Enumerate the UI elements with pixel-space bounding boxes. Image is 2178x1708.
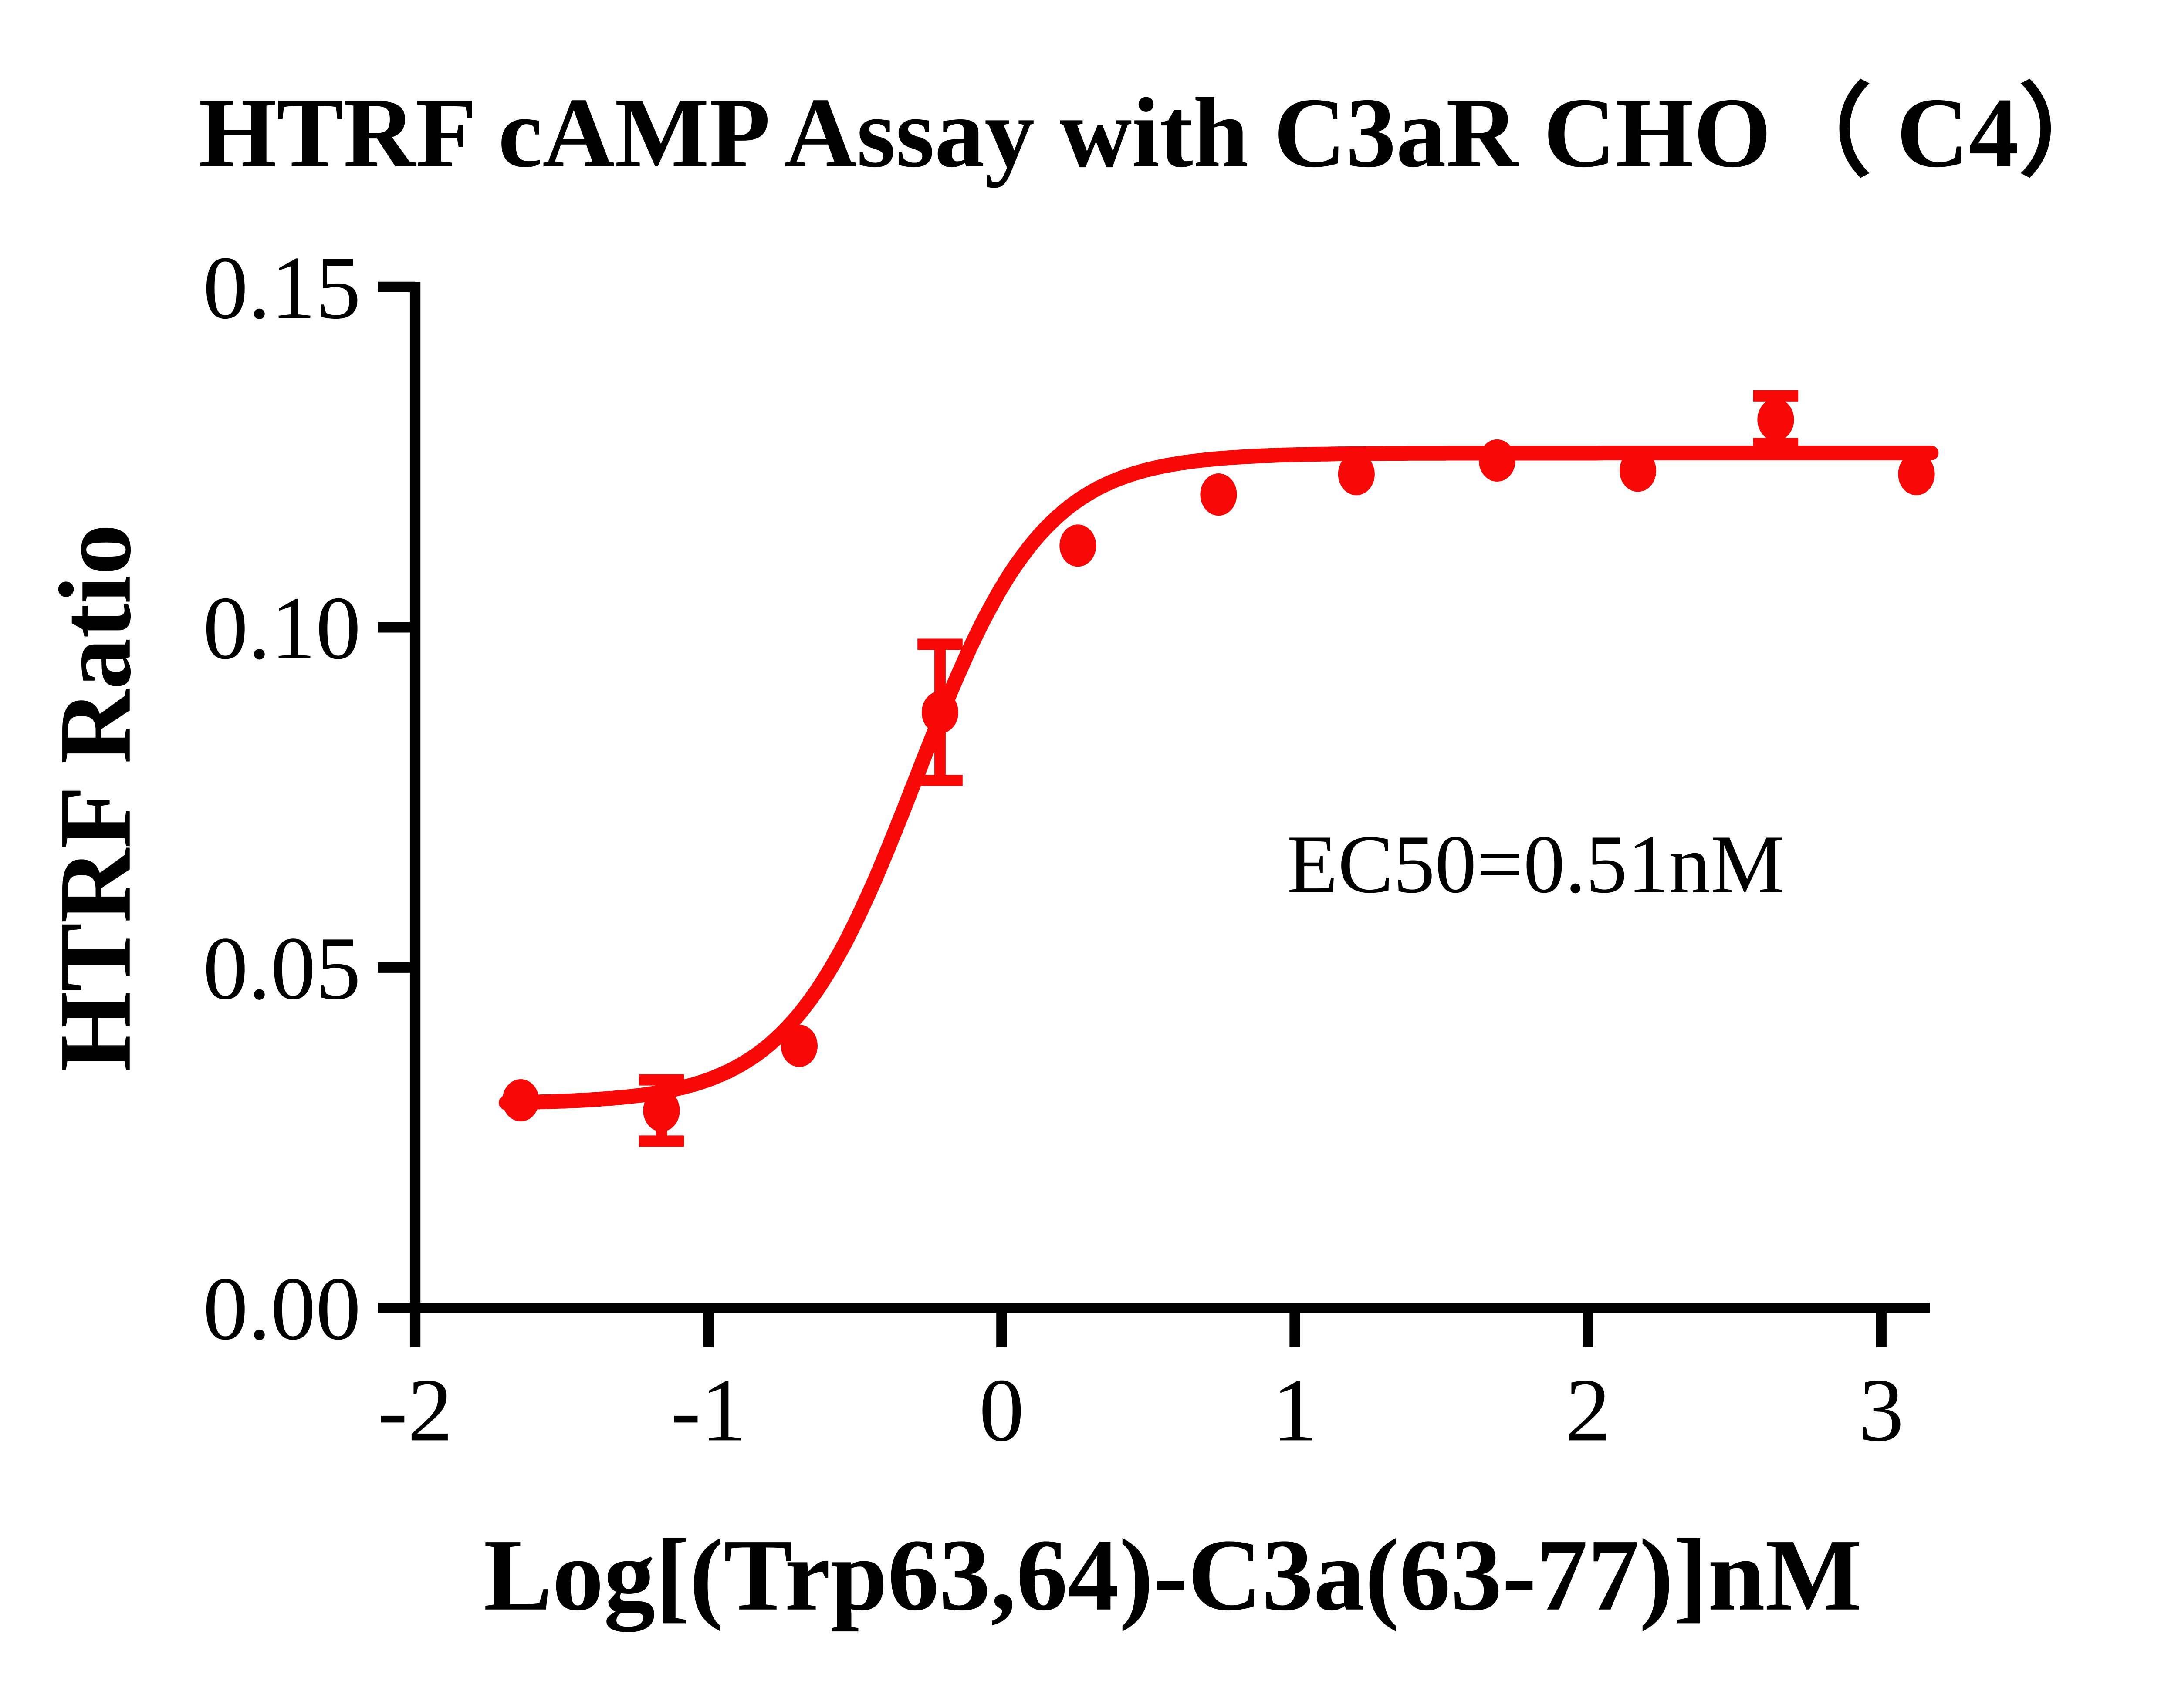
x-axis-title: Log[(Trp63,64)-C3a(63-77)]nM (484, 1518, 1862, 1632)
x-tick-label: 2 (1566, 1360, 1611, 1460)
y-tick-label: 0.15 (203, 237, 361, 338)
ec50-annotation: EC50=0.51nM (1287, 819, 1785, 911)
dose-response-figure: HTRF cAMP Assay with C3aR CHO（ C4） HTRF … (38, 77, 2119, 1632)
data-point-marker (1478, 439, 1516, 482)
data-point-marker (502, 1079, 539, 1122)
data-point-marker (1200, 473, 1237, 516)
data-point-marker (921, 691, 959, 734)
data-point-marker (1059, 524, 1096, 567)
data-points (502, 398, 1935, 1132)
y-tick-labels: 0.00 0.05 0.10 0.15 (203, 237, 361, 1358)
data-point-marker (781, 1024, 818, 1067)
data-point-marker (1338, 453, 1375, 496)
data-point-marker (1757, 398, 1794, 441)
y-axis: 0.00 0.05 0.10 0.15 (203, 237, 421, 1358)
x-ticks (409, 1308, 1887, 1347)
y-ticks (378, 281, 416, 1313)
x-tick-label: -1 (671, 1360, 746, 1460)
x-tick-label: -2 (378, 1360, 453, 1460)
dose-response-chart: HTRF cAMP Assay with C3aR CHO（ C4） HTRF … (38, 77, 2119, 1632)
data-point-marker (643, 1089, 680, 1132)
y-tick-label: 0.10 (203, 578, 361, 678)
y-tick-label: 0.00 (203, 1258, 361, 1358)
data-point-marker (1619, 449, 1657, 492)
fit-curve-line (498, 446, 1939, 1111)
x-axis: -2 -1 0 1 2 3 (378, 1303, 1930, 1460)
x-tick-label: 0 (979, 1360, 1025, 1460)
x-tick-label: 3 (1859, 1360, 1904, 1460)
data-point-marker (1898, 453, 1935, 496)
y-tick-label: 0.05 (203, 918, 361, 1018)
x-tick-label: 1 (1272, 1360, 1318, 1460)
x-tick-labels: -2 -1 0 1 2 3 (378, 1360, 1904, 1460)
y-axis-title: HTRF Ratio (38, 524, 152, 1072)
chart-title: HTRF cAMP Assay with C3aR CHO（ C4） (199, 77, 2119, 188)
